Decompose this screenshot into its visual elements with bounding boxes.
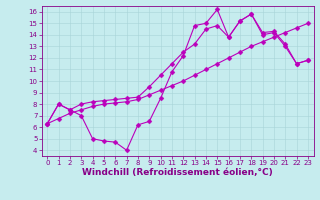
X-axis label: Windchill (Refroidissement éolien,°C): Windchill (Refroidissement éolien,°C) xyxy=(82,168,273,177)
